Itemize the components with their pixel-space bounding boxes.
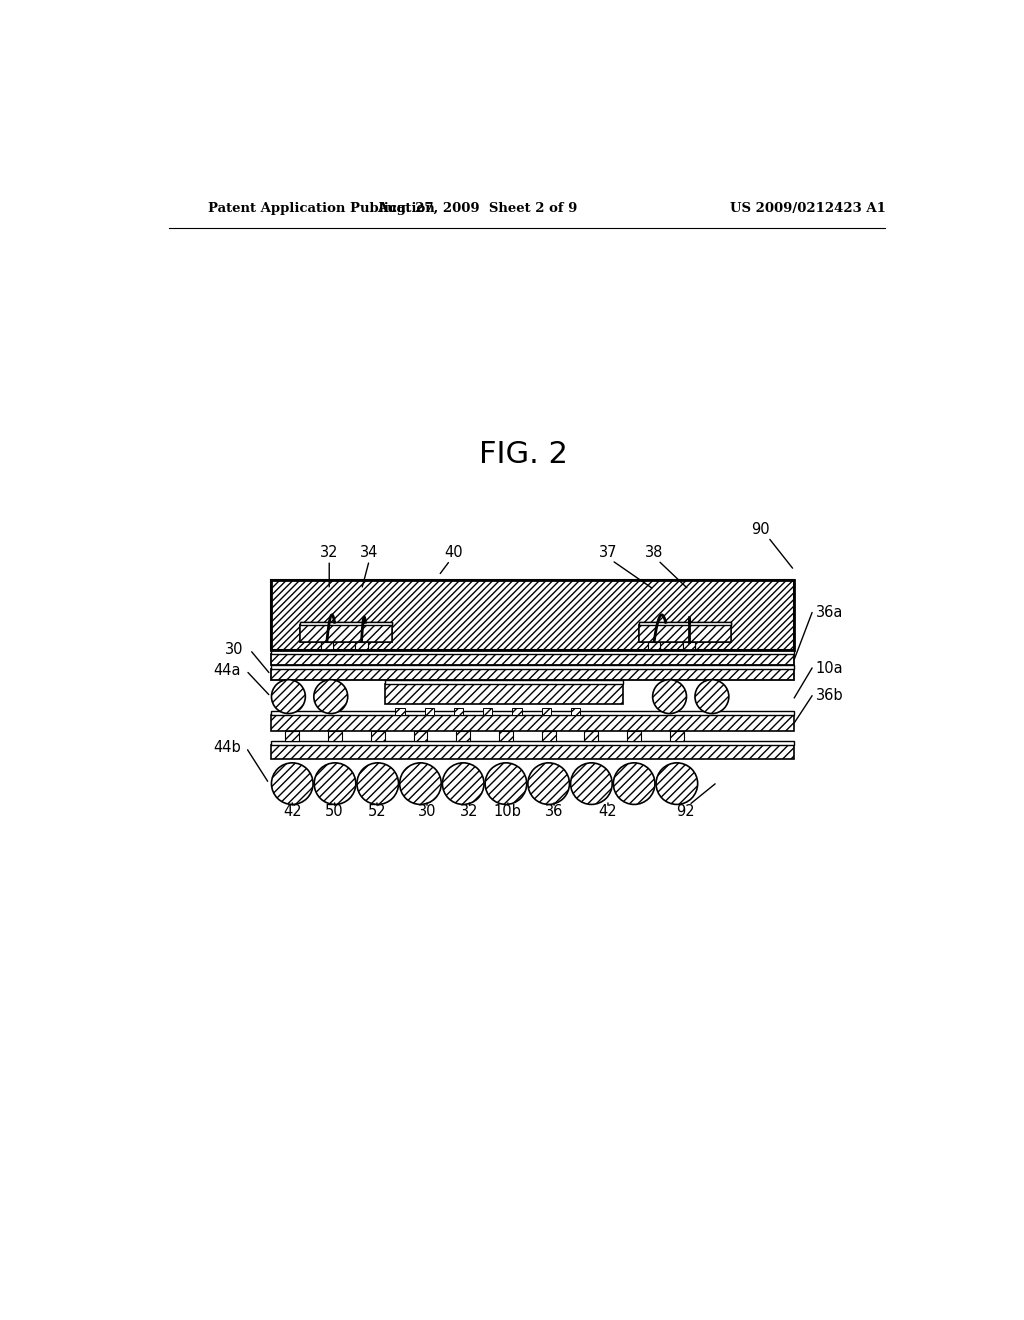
Bar [371,730,385,741]
Bar [457,730,470,741]
Ellipse shape [695,680,729,714]
Ellipse shape [528,763,569,804]
Ellipse shape [271,680,305,714]
Bar [300,622,392,626]
Bar [499,730,513,741]
Bar [639,626,731,643]
Bar [270,579,795,649]
Bar [300,622,392,626]
Bar [270,579,795,649]
Text: 32: 32 [319,545,339,560]
Bar [300,626,392,643]
Text: 32: 32 [460,804,478,818]
Ellipse shape [399,763,441,804]
Bar [286,730,299,741]
Bar [648,643,660,649]
Bar [270,741,795,744]
Bar [571,709,581,715]
Text: 37: 37 [599,545,617,560]
Bar [300,626,392,643]
Bar [483,709,493,715]
Bar [355,643,368,649]
Bar [385,684,624,705]
Text: 30: 30 [418,804,436,818]
Bar [670,730,684,741]
Text: 42: 42 [599,804,617,818]
Bar [683,643,695,649]
Bar [270,669,795,681]
Bar [639,626,731,643]
Ellipse shape [570,763,612,804]
Bar [512,709,521,715]
Bar [328,730,342,741]
Text: 30: 30 [225,642,244,657]
Bar [355,643,368,649]
Text: 36b: 36b [816,688,844,704]
Ellipse shape [656,763,697,804]
Bar [270,665,795,669]
Ellipse shape [442,763,484,804]
Text: FIG. 2: FIG. 2 [479,441,567,470]
Bar [385,681,624,684]
Bar [425,709,434,715]
Ellipse shape [271,763,313,804]
Bar [648,643,660,649]
Text: 38: 38 [645,545,664,560]
Bar [321,643,333,649]
Ellipse shape [313,680,348,714]
Bar [395,709,404,715]
Text: 50: 50 [326,804,344,818]
Ellipse shape [357,763,398,804]
Ellipse shape [314,763,355,804]
Text: 40: 40 [444,545,463,560]
Text: 36a: 36a [816,605,843,620]
Ellipse shape [652,680,686,714]
Bar [542,709,551,715]
Text: 52: 52 [368,804,386,818]
Bar [270,744,795,759]
Text: 10b: 10b [494,804,522,818]
Ellipse shape [613,763,655,804]
Bar [270,653,795,665]
Text: 44a: 44a [213,663,241,678]
Text: 44b: 44b [213,741,241,755]
Text: 90: 90 [752,521,770,537]
Bar [639,622,731,626]
Bar [639,622,731,626]
Text: Patent Application Publication: Patent Application Publication [208,202,434,215]
Ellipse shape [485,763,526,804]
Bar [321,643,333,649]
Text: US 2009/0212423 A1: US 2009/0212423 A1 [730,202,886,215]
Bar [585,730,598,741]
Bar [414,730,427,741]
Text: 92: 92 [676,804,694,818]
Bar [270,649,795,653]
Bar [270,711,795,715]
Bar [683,643,695,649]
Text: 36: 36 [545,804,563,818]
Bar [628,730,641,741]
Bar [270,715,795,730]
Text: 42: 42 [283,804,302,818]
Text: 34: 34 [360,545,379,560]
Text: 10a: 10a [816,660,844,676]
Bar [454,709,463,715]
Bar [542,730,556,741]
Text: Aug. 27, 2009  Sheet 2 of 9: Aug. 27, 2009 Sheet 2 of 9 [377,202,578,215]
